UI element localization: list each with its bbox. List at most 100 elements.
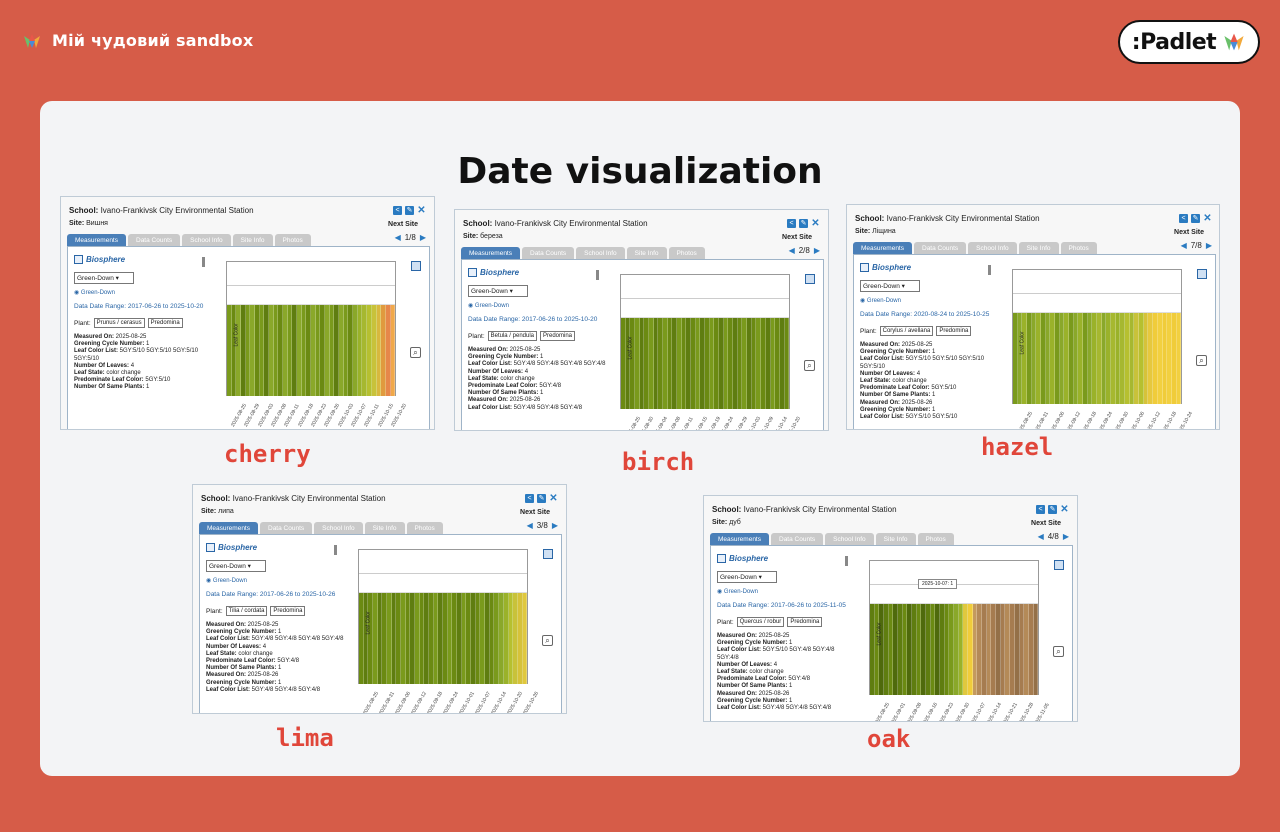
leaf-color-bar[interactable] — [888, 604, 894, 695]
leaf-color-bar[interactable] — [705, 318, 710, 409]
leaf-color-bar[interactable] — [1022, 313, 1028, 404]
leaf-color-bar[interactable] — [874, 604, 880, 695]
edit-icon[interactable]: ✎ — [405, 206, 414, 215]
tab-data-counts[interactable]: Data Counts — [771, 533, 824, 546]
leaf-color-bar[interactable] — [733, 318, 738, 409]
leaf-color-bar[interactable] — [709, 318, 715, 409]
leaf-color-bar[interactable] — [963, 604, 969, 695]
protocol-radio[interactable]: ◉ Green-Down — [206, 578, 247, 584]
leaf-color-bar[interactable] — [401, 593, 406, 684]
prev-arrow-icon[interactable]: ◀ — [526, 521, 533, 530]
leaf-color-bar[interactable] — [419, 593, 425, 684]
leaf-color-bar[interactable] — [1028, 604, 1034, 695]
edit-icon[interactable]: ✎ — [1048, 505, 1057, 514]
prev-arrow-icon[interactable]: ◀ — [1037, 532, 1044, 541]
info-scrollbar[interactable] — [202, 255, 206, 425]
leaf-color-bar[interactable] — [390, 305, 396, 396]
leaf-color-bar[interactable] — [1031, 313, 1037, 404]
post-card-hazel[interactable]: School: Ivano-Frankivsk City Environment… — [846, 204, 1220, 430]
leaf-color-bar[interactable] — [921, 604, 927, 695]
leaf-color-bar[interactable] — [297, 305, 302, 396]
share-icon[interactable]: < — [525, 494, 534, 503]
leaf-color-bar[interactable] — [480, 593, 486, 684]
leaf-color-bar[interactable] — [377, 593, 383, 684]
leaf-color-bar[interactable] — [357, 305, 363, 396]
leaf-color-bar[interactable] — [447, 593, 453, 684]
zoom-icon[interactable]: ⌕ — [410, 347, 421, 358]
leaf-color-bar[interactable] — [269, 305, 274, 396]
leaf-color-bar[interactable] — [371, 305, 377, 396]
leaf-color-bar[interactable] — [359, 593, 364, 684]
leaf-color-bar[interactable] — [508, 593, 514, 684]
leaf-color-bar[interactable] — [1055, 313, 1060, 404]
leaf-color-bar[interactable] — [737, 318, 743, 409]
predominant-select[interactable]: Predomina — [936, 326, 972, 336]
next-site-label[interactable]: Next Site — [388, 221, 418, 228]
leaf-color-bar[interactable] — [972, 604, 978, 695]
tab-measurements[interactable]: Measurements — [461, 247, 520, 260]
leaf-color-bar[interactable] — [1064, 313, 1070, 404]
leaf-color-bar[interactable] — [301, 305, 307, 396]
leaf-color-bar[interactable] — [779, 318, 785, 409]
leaf-color-bar[interactable] — [499, 593, 504, 684]
leaf-color-bar[interactable] — [1041, 313, 1046, 404]
leaf-color-bar[interactable] — [1176, 313, 1182, 404]
leaf-color-bar[interactable] — [902, 604, 908, 695]
leaf-color-bar[interactable] — [1045, 313, 1051, 404]
leaf-color-bar[interactable] — [1000, 604, 1006, 695]
leaf-color-bar[interactable] — [334, 305, 340, 396]
leaf-color-bar[interactable] — [461, 593, 467, 684]
leaf-color-bar[interactable] — [382, 593, 388, 684]
leaf-color-bar[interactable] — [513, 593, 518, 684]
leaf-color-bar[interactable] — [1033, 604, 1039, 695]
leaf-color-bar[interactable] — [686, 318, 692, 409]
leaf-color-bar[interactable] — [1013, 313, 1018, 404]
protocol-select[interactable]: Green-Down ▾ — [860, 280, 920, 292]
info-scrollbar[interactable] — [845, 554, 849, 721]
leaf-color-bar[interactable] — [691, 318, 696, 409]
leaf-color-bar[interactable] — [433, 593, 439, 684]
next-site-label[interactable]: Next Site — [1174, 229, 1204, 236]
leaf-color-bar[interactable] — [373, 593, 378, 684]
leaf-color-bar[interactable] — [264, 305, 270, 396]
leaf-color-bar[interactable] — [775, 318, 780, 409]
scroll-thumb[interactable] — [202, 257, 205, 267]
leaf-color-bar[interactable] — [457, 593, 462, 684]
leaf-color-bar[interactable] — [353, 305, 358, 396]
leaf-color-bar[interactable] — [287, 305, 293, 396]
leaf-color-bar[interactable] — [991, 604, 997, 695]
leaf-color-bar[interactable] — [898, 604, 903, 695]
protocol-select[interactable]: Green-Down ▾ — [468, 285, 528, 297]
leaf-color-bar[interactable] — [1148, 313, 1154, 404]
leaf-color-bar[interactable] — [231, 305, 237, 396]
leaf-color-bar[interactable] — [968, 604, 973, 695]
table-icon[interactable] — [1197, 269, 1207, 279]
predominant-select[interactable]: Predomina — [540, 331, 576, 341]
next-site-label[interactable]: Next Site — [520, 509, 550, 516]
predominant-select[interactable]: Predomina — [270, 606, 306, 616]
leaf-color-bar[interactable] — [283, 305, 288, 396]
leaf-color-bar[interactable] — [343, 305, 349, 396]
leaf-color-bar[interactable] — [306, 305, 312, 396]
leaf-color-bar[interactable] — [255, 305, 260, 396]
post-card-birch[interactable]: School: Ivano-Frankivsk City Environment… — [454, 209, 829, 431]
leaf-color-bar[interactable] — [503, 593, 509, 684]
leaf-color-bar[interactable] — [765, 318, 771, 409]
tab-photos[interactable]: Photos — [917, 533, 954, 546]
leaf-color-bar[interactable] — [870, 604, 875, 695]
scroll-thumb[interactable] — [845, 556, 848, 566]
table-icon[interactable] — [805, 274, 815, 284]
close-icon[interactable]: ✕ — [1060, 504, 1069, 515]
zoom-icon[interactable]: ⌕ — [542, 635, 553, 646]
leaf-color-bar[interactable] — [1036, 313, 1042, 404]
leaf-color-bar[interactable] — [982, 604, 987, 695]
leaf-color-bar[interactable] — [376, 305, 382, 396]
leaf-color-bar[interactable] — [751, 318, 757, 409]
leaf-color-bar[interactable] — [723, 318, 729, 409]
leaf-color-bar[interactable] — [311, 305, 316, 396]
leaf-color-bar[interactable] — [385, 305, 391, 396]
leaf-color-bar[interactable] — [695, 318, 701, 409]
next-arrow-icon[interactable]: ▶ — [1062, 532, 1069, 541]
leaf-color-bar[interactable] — [475, 593, 481, 684]
leaf-color-bar[interactable] — [429, 593, 434, 684]
